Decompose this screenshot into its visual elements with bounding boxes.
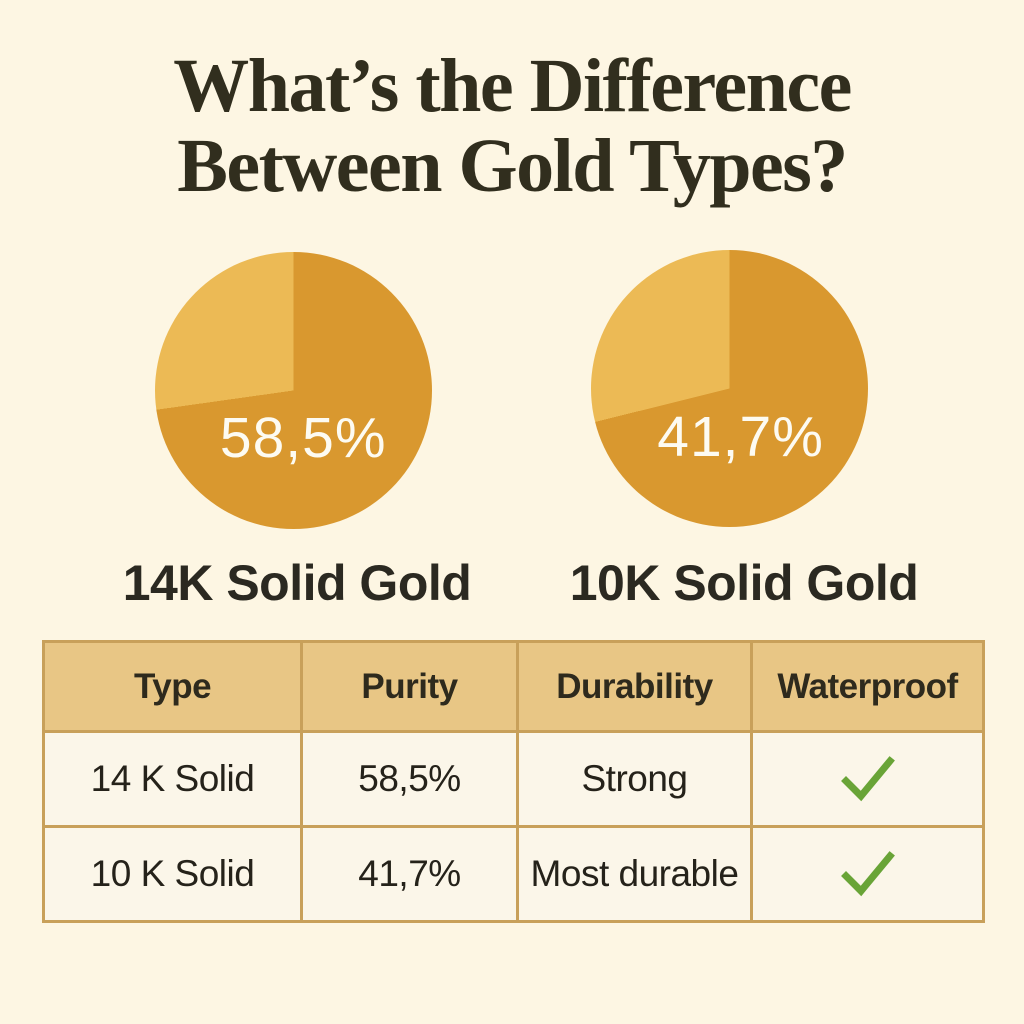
cell-type-14k: 14 K Solid	[42, 730, 303, 828]
checkmark-icon	[840, 756, 895, 802]
cell-waterproof-10k	[750, 825, 985, 923]
cell-durability-14k: Strong	[516, 730, 753, 828]
cell-durability-10k: Most durable	[516, 825, 753, 923]
pie-value-label-14k: 58,5%	[219, 405, 387, 470]
cell-purity-14k: 58,5%	[300, 730, 519, 828]
column-header-durability: Durability	[516, 640, 753, 733]
page-title-line-2: Between Gold Types?	[177, 124, 848, 208]
checkmark-icon	[840, 851, 895, 897]
column-header-purity: Purity	[300, 640, 519, 733]
pie-chart-14k-gold: 58,5%	[155, 252, 432, 529]
page-title: What’s the Difference Between Gold Types…	[0, 46, 1024, 206]
cell-purity-10k: 41,7%	[300, 825, 519, 923]
column-header-type: Type	[42, 640, 303, 733]
cell-type-10k: 10 K Solid	[42, 825, 303, 923]
table-row-14k: 14 K Solid 58,5% Strong	[42, 730, 985, 828]
pie-caption-14k-gold: 14K Solid Gold	[122, 555, 472, 611]
table-header-row: Type Purity Durability Waterproof	[42, 640, 985, 733]
cell-waterproof-14k	[750, 730, 985, 828]
column-header-waterproof: Waterproof	[750, 640, 985, 733]
pie-value-label-10k: 41,7%	[657, 404, 824, 469]
table-row-10k: 10 K Solid 41,7% Most durable	[42, 825, 985, 923]
page-title-line-1: What’s the Difference	[173, 44, 852, 128]
pie-chart-10k-gold: 41,7%	[591, 250, 868, 527]
comparison-table: Type Purity Durability Waterproof 14 K S…	[42, 640, 985, 923]
pie-caption-10k-gold: 10K Solid Gold	[569, 555, 919, 611]
